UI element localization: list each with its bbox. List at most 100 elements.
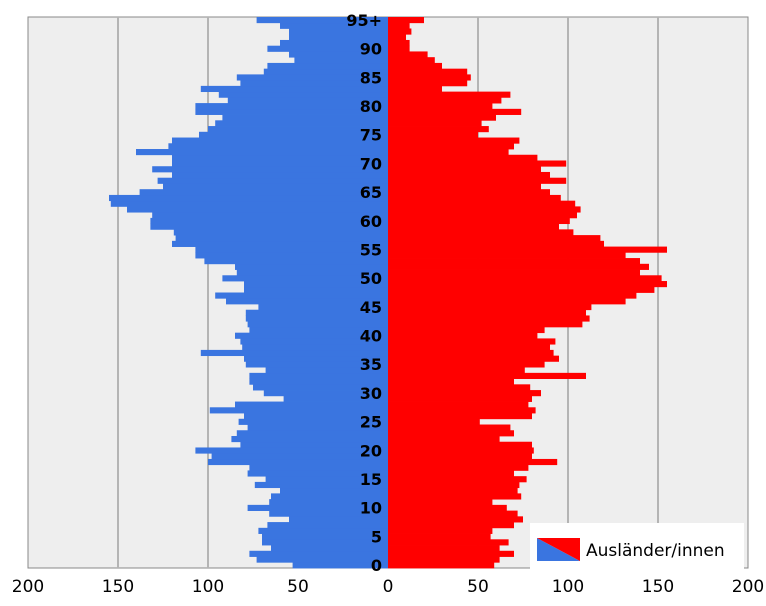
right-bar-age-61 <box>388 212 577 219</box>
age-label: 30 <box>360 384 382 403</box>
right-bar-age-67 <box>388 177 567 184</box>
right-bar-age-53 <box>388 258 640 265</box>
left-bar-age-42 <box>247 321 388 328</box>
left-bar-age-68 <box>172 171 388 179</box>
age-label: 60 <box>360 212 382 231</box>
right-bar-age-69 <box>388 166 541 173</box>
left-bar-age-25 <box>238 418 388 425</box>
left-bar-age-17 <box>249 464 388 471</box>
age-label: 50 <box>360 269 382 288</box>
right-bar-age-48 <box>388 286 655 293</box>
left-bar-age-48 <box>244 286 388 293</box>
right-bar-age-51 <box>388 269 640 276</box>
x-tick-label: 0 <box>383 577 394 597</box>
right-bar-age-77 <box>388 120 482 127</box>
right-bar-age-54 <box>388 252 626 259</box>
right-bar-age-52 <box>388 263 649 270</box>
left-bar-age-23 <box>236 430 388 437</box>
left-bar-age-65 <box>139 189 388 196</box>
left-bar-age-53 <box>204 258 388 265</box>
left-bar-age-2 <box>249 550 388 557</box>
left-bar-age-13 <box>280 487 388 494</box>
right-bar-age-37 <box>388 349 554 357</box>
left-bar-age-34 <box>265 367 388 374</box>
left-bar-age-89 <box>289 51 388 58</box>
left-bar-age-7 <box>267 522 388 529</box>
left-bar-age-93 <box>289 28 388 35</box>
left-bar-age-70 <box>172 160 388 167</box>
left-bar-age-20 <box>195 447 388 454</box>
left-bar-age-59 <box>150 223 388 230</box>
right-bar-age-24 <box>388 424 511 431</box>
left-bar-age-47 <box>215 292 388 299</box>
right-bar-age-30 <box>388 390 541 397</box>
right-bar-age-84 <box>388 80 468 87</box>
left-bar-age-4 <box>262 539 388 546</box>
left-bar-age-55 <box>195 246 388 253</box>
right-bar-age-94 <box>388 22 410 29</box>
left-bar-age-22 <box>231 435 388 443</box>
right-bar-age-62 <box>388 206 581 213</box>
left-bar-age-36 <box>244 355 388 362</box>
legend-swatch-right <box>537 538 580 561</box>
left-bar-age-33 <box>249 372 388 379</box>
left-bar-age-63 <box>110 200 389 207</box>
x-tick-label: 100 <box>552 577 584 597</box>
left-bar-age-6 <box>258 527 388 534</box>
right-bar-age-95 <box>388 17 424 24</box>
right-bar-age-83 <box>388 85 442 93</box>
age-label: 55 <box>360 240 382 259</box>
right-bar-age-90 <box>388 45 410 52</box>
right-bar-age-28 <box>388 401 529 408</box>
left-bar-age-3 <box>271 545 388 552</box>
right-bar-age-25 <box>388 418 480 425</box>
right-bar-age-2 <box>388 550 514 557</box>
left-bar-age-46 <box>226 298 388 305</box>
left-bar-age-28 <box>235 401 388 408</box>
left-bar-age-21 <box>240 441 388 448</box>
left-bar-age-39 <box>240 338 388 345</box>
left-bar-age-1 <box>256 556 388 563</box>
right-bar-age-15 <box>388 476 527 483</box>
left-bar-age-15 <box>265 476 388 483</box>
right-bar-age-66 <box>388 183 541 190</box>
right-bar-age-9 <box>388 510 518 517</box>
left-bar-age-0 <box>292 562 388 569</box>
left-bar-age-31 <box>253 384 388 391</box>
left-bar-age-94 <box>280 22 388 29</box>
right-bar-age-70 <box>388 160 567 167</box>
right-bar-age-64 <box>388 194 561 202</box>
left-bar-age-37 <box>200 349 388 357</box>
right-bar-age-7 <box>388 522 514 529</box>
left-bar-age-10 <box>247 504 388 512</box>
left-bar-age-43 <box>245 315 388 322</box>
right-bar-age-34 <box>388 367 525 374</box>
right-bar-age-74 <box>388 137 520 144</box>
right-bar-age-57 <box>388 235 601 242</box>
right-bar-age-56 <box>388 240 604 247</box>
right-bar-age-87 <box>388 62 442 70</box>
right-bar-age-16 <box>388 470 514 477</box>
age-label: 40 <box>360 327 382 346</box>
left-bar-age-38 <box>242 344 388 351</box>
left-bar-age-92 <box>289 34 388 41</box>
right-bar-age-63 <box>388 200 576 207</box>
right-bar-age-85 <box>388 74 471 81</box>
right-bar-age-23 <box>388 430 514 437</box>
right-bar-age-22 <box>388 435 500 443</box>
age-label: 85 <box>360 68 382 87</box>
left-bar-age-14 <box>254 481 388 489</box>
left-bar-age-5 <box>262 533 388 540</box>
right-bar-age-73 <box>388 143 514 150</box>
x-tick-label: 150 <box>102 577 134 597</box>
right-bar-age-10 <box>388 504 507 512</box>
left-bar-age-87 <box>267 62 388 70</box>
age-label: 25 <box>360 413 382 432</box>
left-bar-age-27 <box>209 407 388 414</box>
right-bar-age-71 <box>388 154 538 161</box>
left-bar-age-60 <box>150 217 388 225</box>
left-bar-age-44 <box>245 309 388 316</box>
right-bar-age-0 <box>388 562 495 569</box>
right-bar-age-79 <box>388 108 522 115</box>
left-bar-age-69 <box>152 166 388 173</box>
